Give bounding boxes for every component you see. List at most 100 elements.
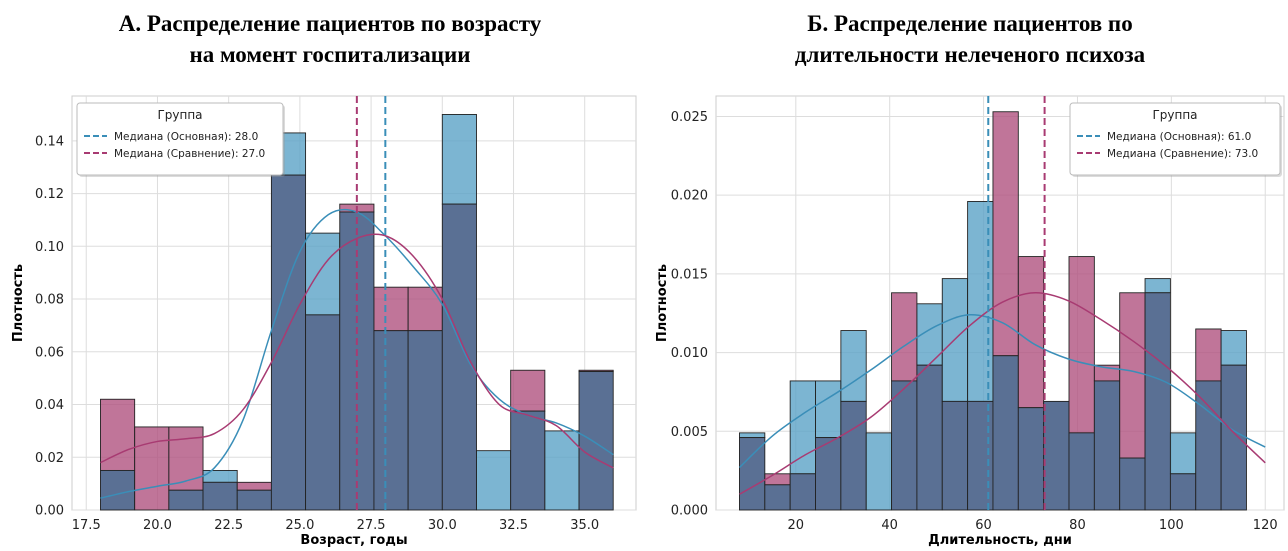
chart-a-bar-main: [544, 430, 580, 511]
chart-a-bar-overlap: [578, 371, 614, 511]
chart-b-x-tick-label: 120: [1253, 518, 1278, 533]
chart-b-bar-overlap: [1068, 432, 1095, 511]
chart-a-bar-compare: [134, 426, 170, 511]
chart-a-x-tick-label: 22.5: [214, 518, 243, 533]
chart-a-bar-overlap: [202, 481, 238, 511]
chart-a-legend: Группа Медиана (Основная): 28.0 Медиана (С…: [76, 102, 285, 177]
chart-b-bar-overlap: [891, 380, 918, 511]
chart-a-bar-overlap: [305, 314, 341, 511]
chart-b-bar-compare: [1068, 256, 1095, 434]
chart-a-bar-compare: [407, 286, 443, 332]
chart-b-title: Б. Распределение пациентов по длительнос…: [665, 8, 1275, 70]
chart-b-y-tick-label: 0.000: [671, 504, 708, 519]
chart-b-bar-compare: [1119, 292, 1146, 459]
chart-a-bar-compare: [373, 286, 409, 332]
chart-a-x-axis-label: Возраст, годы: [300, 533, 407, 548]
chart-b-y-tick-label: 0.005: [671, 425, 708, 440]
chart-a-y-tick-label: 0.08: [35, 293, 64, 308]
chart-a-title-line-2: на момент госпитализации: [189, 42, 471, 67]
chart-a-bar-compare: [510, 369, 546, 412]
chart-b-bar-main: [865, 432, 893, 511]
chart-b-bar-main: [815, 380, 842, 439]
chart-b-bar-overlap: [992, 355, 1019, 511]
chart-b-bar-main: [1169, 432, 1197, 475]
chart-b-x-tick-label: 100: [1159, 518, 1184, 533]
chart-a-kde-compare: [100, 233, 614, 469]
chart-a-x-tick-label: 25.0: [285, 518, 314, 533]
chart-b-bar-overlap: [1043, 400, 1070, 511]
chart-a-x-tick-label: 30.0: [428, 518, 457, 533]
chart-a-x-tick-label: 35.0: [570, 518, 599, 533]
chart-a-bar-overlap: [510, 410, 546, 511]
chart-b-bar-overlap: [1169, 473, 1197, 511]
chart-a-y-tick-label: 0.12: [35, 187, 64, 202]
chart-a-x-tick-label: 20.0: [143, 518, 172, 533]
chart-a-y-tick-label: 0.04: [35, 398, 64, 413]
chart-b-legend: Группа Медиана (Основная): 61.0 Медиана (С…: [1069, 102, 1282, 177]
chart-a-bar-main: [202, 469, 238, 483]
chart-a-x-tick-label: 27.5: [357, 518, 386, 533]
chart-b-legend-entry-main: Медиана (Основная): 61.0: [1107, 131, 1251, 143]
chart-b-legend-title: Группа: [1152, 108, 1197, 122]
chart-a-bar-main: [441, 114, 477, 205]
chart-a-bar-overlap: [168, 489, 204, 511]
chart-b-x-tick-label: 40: [881, 518, 898, 533]
chart-b-bar-overlap: [840, 400, 867, 511]
chart-b-x-tick-label: 20: [788, 518, 805, 533]
chart-b-bar-overlap: [764, 484, 791, 511]
chart-a-legend-title: Группа: [157, 108, 202, 122]
chart-a-y-tick-label: 0.10: [35, 240, 64, 255]
chart-b-bar-overlap: [815, 437, 842, 511]
chart-a-bar-compare: [236, 481, 272, 491]
chart-b-y-axis-label: Плотность: [655, 264, 670, 342]
chart-a-y-axis-label: Плотность: [11, 264, 26, 342]
chart-a-y-tick-label: 0.00: [35, 504, 64, 519]
chart-b-y-tick-label: 0.020: [671, 189, 708, 204]
chart-b-bar-overlap: [941, 400, 969, 511]
chart-a-bar-main: [305, 232, 341, 316]
chart-b-bar-overlap: [1220, 364, 1247, 511]
chart-a-bar-overlap: [236, 489, 272, 511]
chart-a-bar-overlap: [441, 203, 477, 511]
chart-a-bar-overlap: [270, 174, 307, 511]
chart-a-title-line-1: А. Распределение пациентов по возрасту: [118, 11, 542, 36]
chart-b-x-axis-label: Длительность, дни: [928, 533, 1072, 548]
chart-b-y-tick-label: 0.015: [671, 267, 708, 282]
chart-b-bar-overlap: [1144, 292, 1171, 511]
chart-b-bar-overlap: [1017, 407, 1045, 511]
chart-a-bar-overlap: [407, 330, 443, 511]
chart-b-bar-overlap: [1195, 380, 1222, 511]
chart-b-bar-compare: [891, 292, 918, 382]
chart-b-legend-entry-compare: Медиана (Сравнение): 73.0: [1107, 148, 1258, 160]
chart-b-bar-compare: [1017, 256, 1045, 409]
chart-a-x-tick-label: 32.5: [499, 518, 528, 533]
chart-a-y-tick-label: 0.06: [35, 345, 64, 360]
chart-b-bar-compare: [764, 473, 791, 486]
chart-b-bar-overlap: [916, 364, 943, 511]
chart-b-bar-compare: [992, 111, 1019, 357]
chart-b-bar-compare: [1195, 328, 1222, 382]
chart-a-y-tick-label: 0.14: [35, 134, 64, 149]
chart-b-legend-box: [1069, 102, 1281, 176]
chart-a-bar-overlap: [100, 469, 136, 511]
chart-a-group: 17.5 20.0 22.5 25.0 27.5 30.0 32.5 35.0 0.00 0.02…: [11, 95, 637, 548]
chart-a-legend-box: [76, 102, 284, 176]
chart-b-bar-overlap: [1119, 457, 1146, 511]
chart-a-legend-entry-main: Медиана (Основная): 28.0: [114, 131, 258, 143]
chart-b-bar-main: [739, 432, 766, 439]
chart-b-kde-compare: [739, 292, 1266, 495]
chart-b-y-tick-label: 0.010: [671, 346, 708, 361]
chart-b-x-tick-label: 60: [975, 518, 992, 533]
chart-b-group: 20 40 60 80 100 120 0.000 0.005 0.010 0.015 0.020 0…: [655, 95, 1285, 548]
chart-b-bar-overlap: [1093, 380, 1121, 511]
chart-b-title-line-1: Б. Распределение пациентов по: [807, 11, 1133, 36]
chart-b-bar-overlap: [739, 437, 766, 511]
chart-a-bar-overlap: [373, 330, 409, 511]
chart-a-legend-entry-compare: Медиана (Сравнение): 27.0: [114, 148, 265, 160]
chart-b-bar-main: [1144, 278, 1171, 294]
chart-b-bar-main: [789, 380, 816, 475]
chart-b-y-tick-label: 0.025: [671, 110, 708, 125]
chart-b-bar-main: [840, 330, 867, 402]
chart-b-x-tick-label: 80: [1069, 518, 1086, 533]
